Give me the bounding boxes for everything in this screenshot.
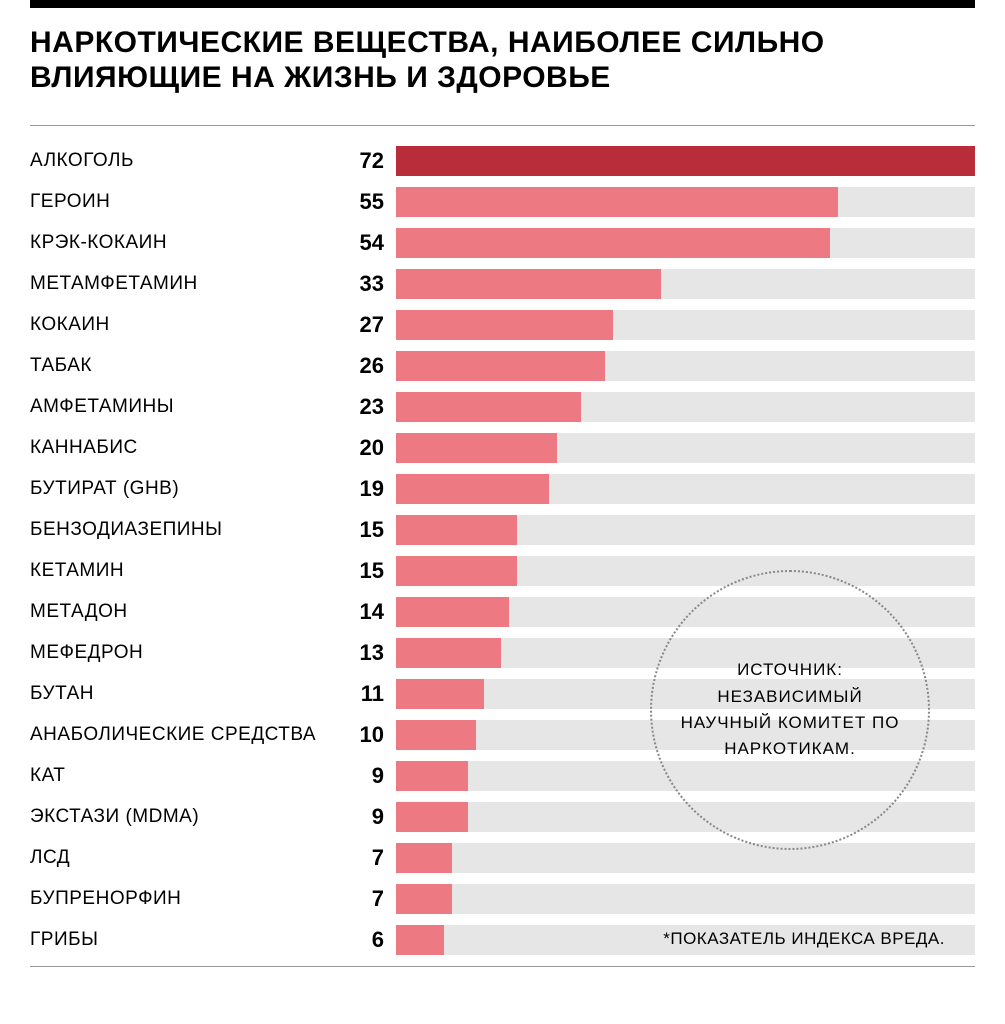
bar-value: 55 [350, 189, 396, 215]
bar-fill [396, 884, 452, 914]
bar-label: МЕТАДОН [30, 601, 350, 623]
bar-track [396, 146, 975, 176]
bar-track [396, 351, 975, 381]
bar-value: 19 [350, 476, 396, 502]
bar-track [396, 515, 975, 545]
bar-row: КАННАБИС20 [30, 427, 975, 468]
bar-label: КРЭК-КОКАИН [30, 232, 350, 254]
bar-fill [396, 720, 476, 750]
bar-value: 14 [350, 599, 396, 625]
bar-value: 9 [350, 763, 396, 789]
bar-label: ЛСД [30, 847, 350, 869]
bar-track [396, 433, 975, 463]
bar-row: КОКАИН27 [30, 304, 975, 345]
bar-label: КОКАИН [30, 314, 350, 336]
divider-top [30, 125, 975, 126]
bar-fill [396, 638, 501, 668]
bar-fill [396, 679, 484, 709]
bar-fill [396, 556, 517, 586]
bar-fill [396, 474, 549, 504]
bar-fill [396, 310, 613, 340]
bar-value: 15 [350, 558, 396, 584]
chart-title: НАРКОТИЧЕСКИЕ ВЕЩЕСТВА, НАИБОЛЕЕ СИЛЬНО … [30, 26, 975, 95]
bar-value: 7 [350, 845, 396, 871]
bar-label: КАТ [30, 765, 350, 787]
bar-label: ТАБАК [30, 355, 350, 377]
bar-track [396, 843, 975, 873]
bar-row: ГЕРОИН55 [30, 181, 975, 222]
bar-row: ТАБАК26 [30, 345, 975, 386]
bar-fill [396, 433, 557, 463]
bar-value: 9 [350, 804, 396, 830]
bar-fill [396, 802, 468, 832]
bar-fill [396, 351, 605, 381]
bar-value: 6 [350, 927, 396, 953]
bar-value: 54 [350, 230, 396, 256]
bar-fill [396, 515, 517, 545]
bar-label: БУПРЕНОРФИН [30, 888, 350, 910]
bar-fill [396, 843, 452, 873]
bar-value: 7 [350, 886, 396, 912]
bar-label: БЕНЗОДИАЗЕПИНЫ [30, 519, 350, 541]
source-circle: ИСТОЧНИК: НЕЗАВИСИМЫЙ НАУЧНЫЙ КОМИТЕТ ПО… [650, 570, 930, 850]
bar-value: 72 [350, 148, 396, 174]
divider-bottom [30, 966, 975, 967]
bar-fill [396, 761, 468, 791]
bar-row: МЕТАМФЕТАМИН33 [30, 263, 975, 304]
bar-track [396, 228, 975, 258]
bar-label: ГРИБЫ [30, 929, 350, 951]
bar-value: 11 [350, 681, 396, 707]
bar-value: 26 [350, 353, 396, 379]
bar-track [396, 187, 975, 217]
top-rule [30, 0, 975, 8]
bar-track [396, 556, 975, 586]
bar-label: КЕТАМИН [30, 560, 350, 582]
footnote: *ПОКАЗАТЕЛЬ ИНДЕКСА ВРЕДА. [663, 929, 945, 949]
bar-fill [396, 187, 838, 217]
bar-value: 27 [350, 312, 396, 338]
bar-value: 33 [350, 271, 396, 297]
bar-fill [396, 597, 509, 627]
bar-label: МЕТАМФЕТАМИН [30, 273, 350, 295]
bar-label: ГЕРОИН [30, 191, 350, 213]
bar-fill [396, 146, 975, 176]
bar-track [396, 884, 975, 914]
bar-row: БУПРЕНОРФИН7 [30, 878, 975, 919]
bar-track [396, 310, 975, 340]
bar-value: 10 [350, 722, 396, 748]
bar-label: АНАБОЛИЧЕСКИЕ СРЕДСТВА [30, 724, 350, 746]
bar-fill [396, 269, 661, 299]
bar-label: АЛКОГОЛЬ [30, 150, 350, 172]
bar-value: 15 [350, 517, 396, 543]
bar-label: АМФЕТАМИНЫ [30, 396, 350, 418]
bar-fill [396, 228, 830, 258]
bar-label: ЭКСТАЗИ (MDMA) [30, 806, 350, 828]
source-text: ИСТОЧНИК: НЕЗАВИСИМЫЙ НАУЧНЫЙ КОМИТЕТ ПО… [680, 657, 900, 762]
bar-track [396, 392, 975, 422]
bar-value: 20 [350, 435, 396, 461]
bar-label: БУТАН [30, 683, 350, 705]
bar-track [396, 269, 975, 299]
bar-row: КРЭК-КОКАИН54 [30, 222, 975, 263]
bar-label: МЕФЕДРОН [30, 642, 350, 664]
bar-value: 23 [350, 394, 396, 420]
bar-fill [396, 392, 581, 422]
bar-label: КАННАБИС [30, 437, 350, 459]
bar-row: БЕНЗОДИАЗЕПИНЫ15 [30, 509, 975, 550]
bar-row: БУТИРАТ (GHB)19 [30, 468, 975, 509]
bar-track [396, 474, 975, 504]
bar-chart: АЛКОГОЛЬ72ГЕРОИН55КРЭК-КОКАИН54МЕТАМФЕТА… [30, 140, 975, 960]
bar-value: 13 [350, 640, 396, 666]
bar-row: АМФЕТАМИНЫ23 [30, 386, 975, 427]
bar-fill [396, 925, 444, 955]
bar-label: БУТИРАТ (GHB) [30, 478, 350, 500]
bar-row: АЛКОГОЛЬ72 [30, 140, 975, 181]
